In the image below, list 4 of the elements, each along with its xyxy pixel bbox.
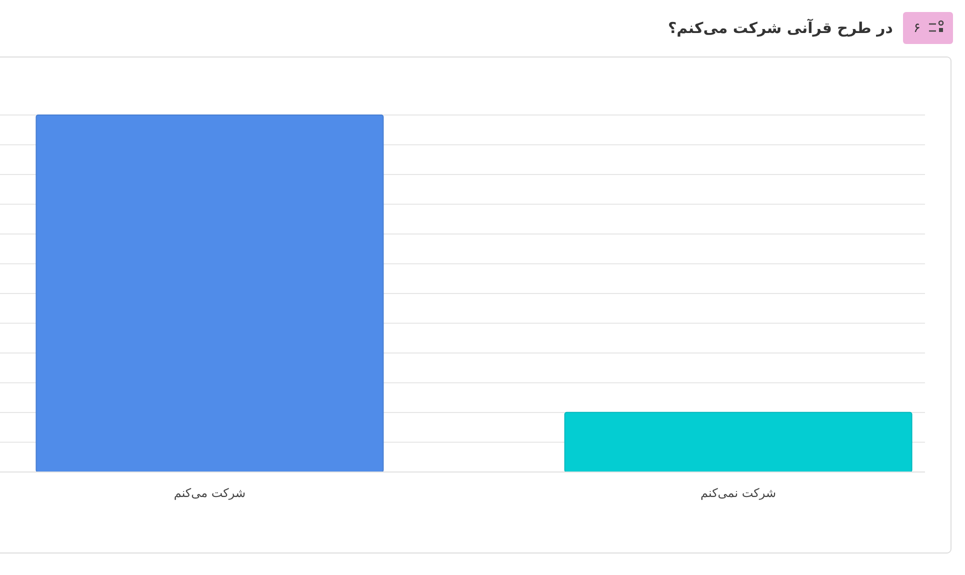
chart-title: در طرح قرآنی شرکت می‌کنم؟	[668, 18, 894, 37]
x-tick-label: شرکت می‌کنم	[174, 486, 246, 500]
x-tick-label: شرکت نمی‌کنم	[700, 486, 776, 500]
text: ۶	[914, 21, 920, 36]
